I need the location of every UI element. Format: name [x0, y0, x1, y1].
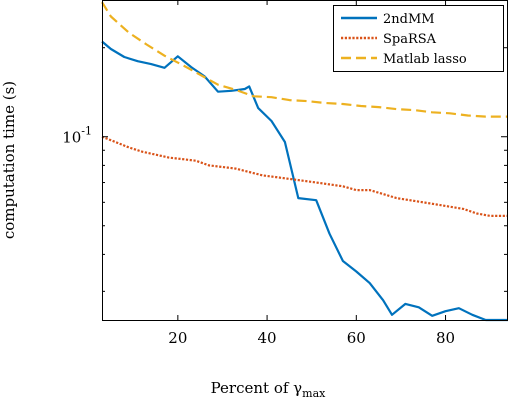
x-axis-label: Percent of γmax [211, 379, 327, 400]
series-line-2 [101, 1, 508, 118]
x-tick-label: 60 [347, 329, 366, 347]
x-tick-label: 40 [258, 329, 277, 347]
series-line-0 [101, 40, 508, 322]
y-tick-exponent: -1 [81, 125, 92, 138]
series-layer [101, 1, 508, 322]
series-line-1 [101, 135, 508, 217]
legend-label-2: Matlab lasso [383, 52, 467, 67]
x-ticks: 20 40 60 80 [168, 0, 455, 347]
x-tick-label: 80 [436, 329, 455, 347]
legend: 2ndMM SpaRSA Matlab lasso [333, 5, 504, 72]
y-tick-label: 10-1 [62, 125, 92, 147]
x-tick-label: 20 [168, 329, 187, 347]
legend-label-1: SpaRSA [383, 32, 437, 47]
legend-label-0: 2ndMM [383, 12, 435, 27]
y-ticks: 10-1 [62, 47, 507, 292]
y-axis-label: computation time (s) [0, 81, 18, 239]
x-axis-label-subscript: max [302, 387, 326, 400]
